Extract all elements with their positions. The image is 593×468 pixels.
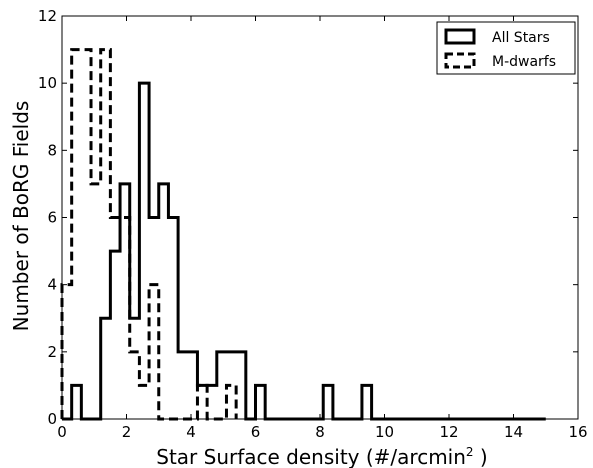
series-m-dwarfs-line	[60, 48, 238, 421]
x-tick-label: 14	[504, 423, 523, 441]
series-all-stars-line	[62, 81, 546, 421]
x-tick-label: 12	[439, 423, 458, 441]
y-tick-label: 0	[47, 410, 57, 428]
legend-swatch-all-stars	[444, 28, 476, 45]
legend-label-m-dwarfs: M-dwarfs	[492, 54, 556, 70]
x-axis-label-superscript: 2	[466, 445, 474, 459]
y-tick-label: 10	[38, 74, 57, 92]
x-axis-label: Star Surface density (#/arcmin2 )	[156, 445, 487, 468]
y-tick-label: 2	[47, 343, 57, 361]
y-tick-label: 6	[47, 209, 57, 227]
x-tick-label: 16	[568, 423, 587, 441]
legend-label-all-stars: All Stars	[492, 30, 550, 46]
legend-swatch-m-dwarfs	[444, 52, 476, 69]
x-tick-label: 8	[315, 423, 325, 441]
x-tick-label: 6	[251, 423, 261, 441]
y-tick-label: 4	[47, 276, 57, 294]
x-tick-label: 4	[186, 423, 196, 441]
x-axis-label-close: )	[474, 445, 488, 468]
series-layer	[60, 48, 546, 421]
ticks-layer: 0 2 4 6 8 10 12 14 16 0 2 4 6 8 10 12	[38, 7, 588, 441]
x-tick-label: 10	[375, 423, 394, 441]
y-axis-label: Number of BoRG Fields	[9, 101, 33, 332]
x-tick-label: 2	[122, 423, 132, 441]
legend: All Stars M-dwarfs	[436, 21, 576, 75]
x-tick-label: 0	[57, 423, 67, 441]
y-tick-label: 12	[38, 7, 57, 25]
y-tick-label: 8	[47, 141, 57, 159]
